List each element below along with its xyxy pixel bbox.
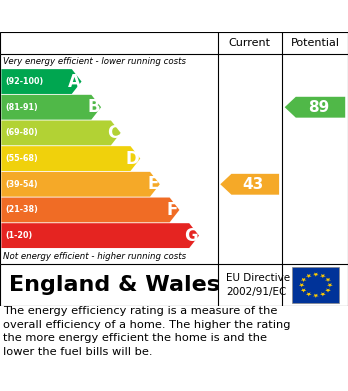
Polygon shape (299, 283, 304, 287)
Text: Energy Efficiency Rating: Energy Efficiency Rating (9, 7, 249, 25)
Polygon shape (325, 278, 331, 282)
Text: 43: 43 (243, 177, 264, 192)
Polygon shape (313, 273, 319, 277)
Text: 89: 89 (308, 100, 329, 115)
Polygon shape (220, 174, 279, 195)
Polygon shape (320, 292, 326, 296)
Polygon shape (325, 289, 331, 292)
Text: G: G (184, 227, 198, 245)
Polygon shape (1, 120, 121, 145)
Polygon shape (1, 197, 180, 222)
Text: A: A (68, 73, 80, 91)
Polygon shape (1, 69, 81, 94)
Polygon shape (1, 223, 199, 248)
Polygon shape (320, 274, 326, 278)
Polygon shape (285, 97, 345, 118)
Text: Current: Current (229, 38, 271, 48)
Text: C: C (108, 124, 120, 142)
Text: E: E (148, 175, 159, 193)
Text: Not energy efficient - higher running costs: Not energy efficient - higher running co… (3, 252, 187, 261)
Polygon shape (313, 294, 319, 298)
Text: (81-91): (81-91) (6, 103, 38, 112)
Bar (292, 267, 339, 303)
Text: (92-100): (92-100) (6, 77, 44, 86)
Text: (21-38): (21-38) (6, 205, 38, 214)
Polygon shape (1, 95, 101, 120)
Text: Very energy efficient - lower running costs: Very energy efficient - lower running co… (3, 57, 187, 66)
Polygon shape (306, 292, 312, 296)
Text: England & Wales: England & Wales (9, 275, 220, 295)
Polygon shape (1, 146, 140, 171)
Polygon shape (327, 283, 333, 287)
Text: (69-80): (69-80) (6, 128, 38, 137)
Text: (39-54): (39-54) (6, 180, 38, 189)
Text: The energy efficiency rating is a measure of the
overall efficiency of a home. T: The energy efficiency rating is a measur… (3, 306, 291, 357)
Text: F: F (167, 201, 179, 219)
Text: Potential: Potential (291, 38, 339, 48)
Polygon shape (1, 172, 160, 197)
Text: D: D (125, 150, 139, 168)
Polygon shape (301, 289, 307, 292)
Polygon shape (301, 278, 307, 282)
Polygon shape (306, 274, 312, 278)
Text: (55-68): (55-68) (6, 154, 38, 163)
Text: (1-20): (1-20) (6, 231, 33, 240)
Text: B: B (87, 98, 100, 116)
Text: EU Directive
2002/91/EC: EU Directive 2002/91/EC (226, 273, 290, 297)
